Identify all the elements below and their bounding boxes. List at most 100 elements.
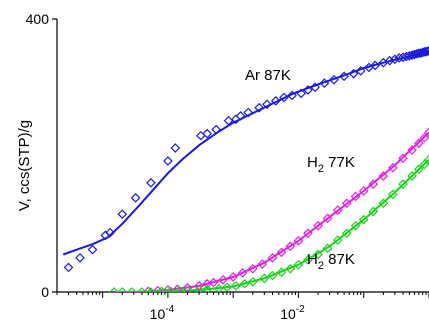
point-h2-87k (202, 284, 213, 292)
point-ar-87k (163, 156, 173, 166)
series-label-subscript: 2 (318, 260, 324, 272)
point-h2-87k (285, 263, 296, 274)
series-label-suffix: 77K (324, 154, 355, 171)
point-h2-77k (293, 235, 304, 246)
fit-curves (62, 50, 429, 292)
point-ar-87k (105, 227, 115, 238)
point-h2-77k (332, 205, 343, 215)
point-ar-87k (254, 102, 264, 113)
point-h2-77k (163, 285, 173, 292)
point-h2-77k (322, 213, 333, 224)
point-ar-87k (404, 51, 415, 61)
point-h2-87k (313, 249, 323, 260)
point-h2-77k (350, 191, 361, 202)
point-h2-87k (322, 243, 333, 254)
point-h2-77k (143, 286, 154, 292)
point-ar-87k (310, 82, 320, 93)
point-h2-77k (194, 281, 204, 291)
point-ar-87k (419, 46, 429, 57)
point-h2-87k (165, 286, 176, 292)
point-h2-87k (378, 198, 389, 209)
point-h2-87k (182, 285, 193, 292)
point-ar-87k (170, 143, 181, 153)
point-h2-87k (109, 287, 119, 292)
series-label: H2 77K (307, 154, 355, 175)
point-h2-87k (303, 255, 313, 265)
point-h2-87k (146, 287, 156, 292)
point-ar-87k (296, 88, 307, 99)
point-ar-87k (319, 78, 330, 89)
point-h2-87k (407, 171, 417, 181)
x-tick-label: 10-2 (280, 304, 305, 322)
point-h2-87k (276, 267, 287, 278)
point-h2-87k (341, 228, 352, 239)
point-h2-87k (117, 287, 128, 292)
point-h2-77k (378, 171, 389, 181)
point-h2-87k (247, 276, 258, 287)
point-h2-77k (267, 253, 278, 263)
point-ar-87k (202, 128, 213, 139)
point-h2-77k (398, 153, 408, 164)
point-h2-87k (424, 154, 429, 165)
point-ar-87k (303, 85, 313, 95)
point-ar-87k (235, 111, 246, 121)
point-h2-87k (398, 179, 408, 190)
point-h2-77k (208, 277, 219, 288)
point-ar-87k (270, 96, 281, 106)
point-ar-87k (422, 46, 429, 56)
point-h2-87k (259, 273, 270, 284)
point-h2-77k (368, 179, 379, 190)
point-h2-77k (218, 274, 228, 285)
point-h2-87k (194, 285, 204, 292)
data-markers (63, 46, 429, 292)
point-h2-77k (182, 283, 193, 292)
point-h2-77k (358, 186, 369, 196)
point-ar-87k (355, 66, 366, 76)
y-tick-label: 400 (26, 11, 50, 27)
point-h2-87k (231, 281, 241, 291)
point-ar-87k (424, 46, 429, 56)
series-label-main: H (307, 154, 318, 171)
point-ar-87k (146, 177, 156, 188)
point-ar-87k (348, 68, 359, 79)
x-tick-label: 10-4 (150, 304, 175, 322)
x-tick-label-base: 10 (150, 306, 166, 322)
point-h2-87k (358, 214, 369, 225)
point-h2-77k (237, 268, 248, 278)
point-h2-77k (257, 259, 268, 269)
point-ar-87k (390, 54, 400, 65)
point-ar-87k (287, 90, 297, 101)
point-ar-87k (243, 107, 254, 118)
point-h2-77k (341, 198, 352, 209)
point-h2-87k (126, 287, 137, 292)
point-h2-87k (388, 189, 398, 200)
point-h2-77k (303, 228, 313, 239)
x-tick-label-exponent: -4 (165, 304, 174, 315)
point-ar-87k (339, 71, 349, 82)
point-h2-87k (414, 164, 424, 174)
point-h2-87k (137, 287, 147, 292)
point-h2-77k (313, 220, 323, 231)
point-h2-87k (174, 285, 185, 292)
point-h2-77k (424, 127, 429, 138)
point-ar-87k (384, 55, 395, 66)
y-axis-title: V, ccs(STP)/g (16, 120, 33, 211)
point-h2-87k (350, 220, 361, 231)
series-label-main: Ar 87K (245, 67, 291, 84)
point-ar-87k (262, 99, 272, 110)
point-ar-87k (279, 92, 289, 103)
point-h2-87k (293, 259, 304, 270)
series-label: Ar 87K (245, 67, 291, 84)
point-h2-77k (152, 285, 163, 292)
y-tick-label: 0 (41, 284, 49, 300)
point-h2-77k (276, 247, 287, 258)
point-h2-77k (414, 138, 424, 149)
x-tick-label-base: 10 (280, 306, 296, 322)
series-label-subscript: 2 (318, 163, 324, 175)
point-ar-87k (407, 50, 417, 61)
point-ar-87k (117, 209, 128, 220)
point-ar-87k (130, 192, 141, 203)
